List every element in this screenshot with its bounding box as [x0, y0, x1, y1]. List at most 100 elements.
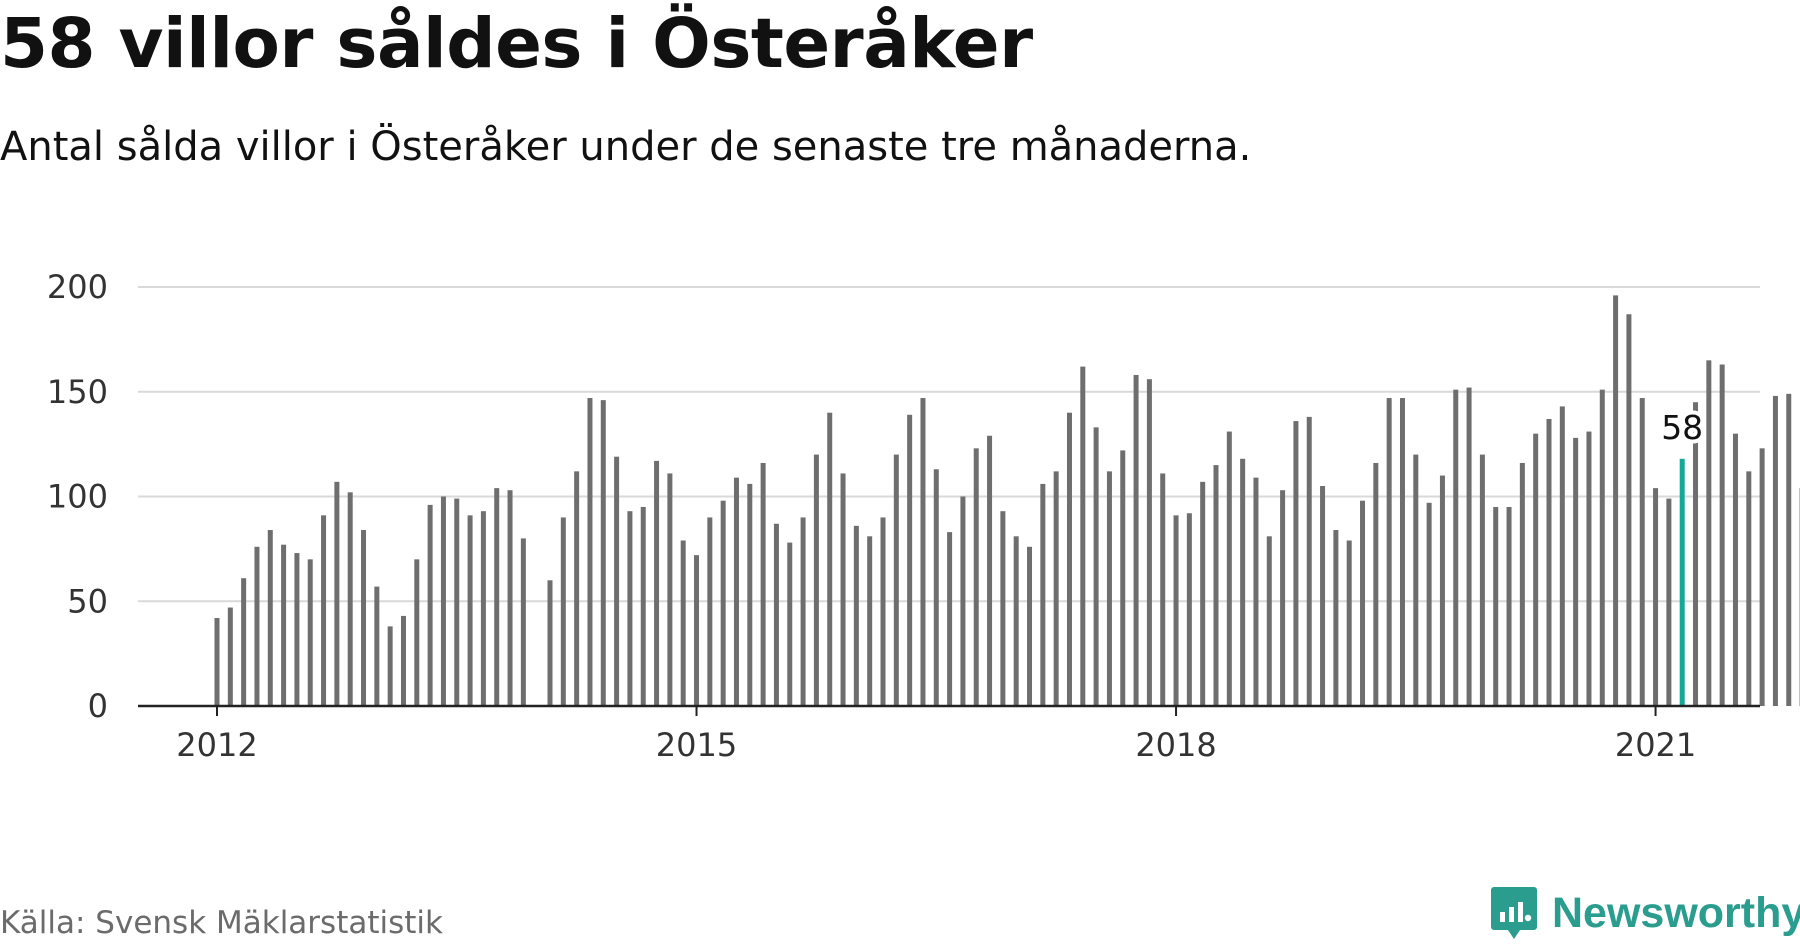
chart-title: 58 villor såldes i Österåker [0, 4, 1033, 84]
bar [773, 523, 779, 706]
bar [1360, 500, 1366, 706]
bar [627, 511, 633, 706]
bar [747, 483, 753, 706]
bar [400, 615, 406, 706]
bar [787, 542, 793, 706]
bar [321, 515, 327, 706]
bar [1546, 418, 1552, 706]
y-tick-label: 100 [47, 478, 108, 516]
bars [214, 295, 1800, 706]
bar [1786, 393, 1792, 706]
bar [254, 546, 260, 706]
bar [1386, 398, 1392, 706]
bar [467, 515, 473, 706]
bar [707, 517, 713, 706]
brand-name: Newsworthy [1552, 888, 1800, 937]
bar [1226, 431, 1232, 706]
bar [1559, 406, 1565, 706]
bar [241, 578, 247, 706]
bar [307, 559, 313, 706]
bar [454, 498, 460, 706]
bar [1586, 431, 1592, 706]
bar [294, 553, 300, 706]
bar [614, 456, 620, 706]
bar [1573, 437, 1579, 706]
x-tick-label: 2015 [656, 726, 737, 764]
bar [1426, 502, 1432, 706]
bar [1173, 515, 1179, 706]
bar [1013, 536, 1019, 706]
bar [853, 525, 859, 706]
bar [374, 586, 380, 706]
bar [840, 473, 846, 706]
bar [1213, 465, 1219, 706]
bar [587, 398, 593, 706]
bar [1666, 498, 1672, 706]
bar [414, 559, 420, 706]
bar [1306, 416, 1312, 706]
y-tick-label: 200 [47, 268, 108, 306]
bar [281, 544, 287, 706]
y-tick-label: 50 [67, 582, 108, 620]
bar [267, 530, 273, 706]
bar [547, 580, 553, 706]
bar [574, 471, 580, 706]
bar [1519, 462, 1525, 706]
bar [800, 517, 806, 706]
bar [920, 398, 926, 706]
bar [1706, 360, 1712, 706]
bar [1373, 462, 1379, 706]
bar [427, 504, 433, 706]
bar [720, 500, 726, 706]
bar [1333, 530, 1339, 706]
bar [361, 530, 367, 706]
x-tick-label: 2012 [176, 726, 257, 764]
bar [1533, 433, 1539, 706]
bar [827, 412, 833, 706]
bar [694, 555, 700, 706]
bar [1613, 295, 1619, 706]
bar [960, 496, 966, 706]
bar [1240, 458, 1246, 706]
bar [1466, 387, 1472, 706]
labels: 0501001502002012201520182021202358 [47, 268, 1707, 764]
bar [1732, 433, 1738, 706]
bar [560, 517, 566, 706]
brand: Newsworthy [1490, 885, 1800, 941]
bar [680, 540, 686, 706]
bar [507, 490, 513, 706]
highlight-value-label: 58 [1661, 408, 1703, 447]
bar [1626, 314, 1632, 706]
bar [1066, 412, 1072, 706]
bar [1040, 483, 1046, 706]
bar [1639, 398, 1645, 706]
bar [1772, 395, 1778, 706]
bar [1000, 511, 1006, 706]
bar [1399, 398, 1405, 706]
bar [1186, 513, 1192, 706]
bar [1506, 506, 1512, 706]
axes [138, 704, 1760, 716]
bar [1093, 427, 1099, 706]
bar [1413, 454, 1419, 706]
bar [1293, 421, 1299, 706]
x-tick-label: 2021 [1615, 726, 1696, 764]
newsworthy-logo-icon [1491, 887, 1537, 939]
bar [933, 469, 939, 706]
bar [440, 496, 446, 706]
bar [1493, 506, 1499, 706]
bar [1320, 486, 1326, 706]
bar [867, 536, 873, 706]
bar [1146, 379, 1152, 706]
bar [1746, 471, 1752, 706]
bar [1719, 364, 1725, 706]
bar [347, 492, 353, 706]
bar [1160, 473, 1166, 706]
bar [1053, 471, 1059, 706]
bar [973, 448, 979, 706]
bar [1266, 536, 1272, 706]
bar [1693, 402, 1699, 706]
bar [1027, 546, 1033, 706]
x-tick-label: 2018 [1135, 726, 1216, 764]
